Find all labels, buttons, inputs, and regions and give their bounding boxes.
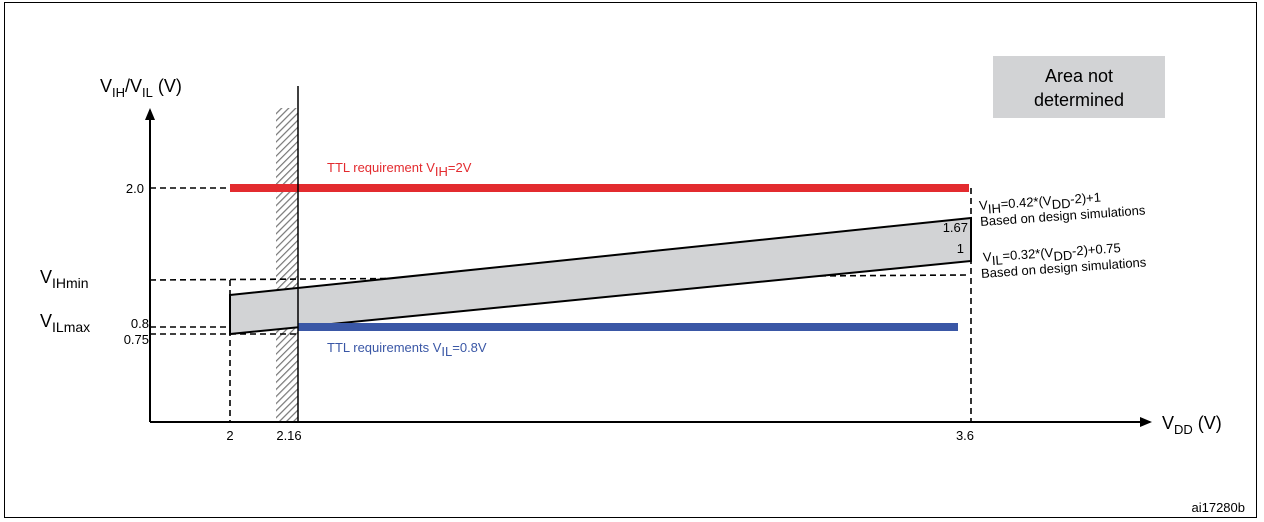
figure-id: ai17280b [1192, 500, 1246, 515]
vih-formula-text: VIH=0.42*(VDD-2)+1 [979, 190, 1102, 217]
undetermined-zone [276, 108, 298, 422]
ttl-vih-label: TTL requirement VIH=2V [327, 160, 472, 179]
x-tick-2-16: 2.16 [276, 428, 301, 443]
legend-line-2: determined [1034, 90, 1124, 110]
value-1: 1 [957, 241, 964, 256]
y-tick-0-8: 0.8 [131, 316, 149, 331]
vilmax-label: VILmax [40, 311, 90, 335]
ttl-vil-label: TTL requirements VIL=0.8V [327, 340, 487, 359]
vil-formula: VIL=0.32*(VDD-2)+0.75 Based on design si… [981, 240, 1148, 281]
design-band [229, 216, 972, 336]
y-tick-2-0: 2.0 [126, 181, 144, 196]
x-axis-label: VDD (V) [1162, 413, 1222, 437]
vih-formula: VIH=0.42*(VDD-2)+1 Based on design simul… [979, 190, 1147, 229]
legend-box [993, 56, 1165, 118]
figure-frame [4, 2, 1257, 518]
x-tick-2: 2 [226, 428, 233, 443]
vihmin-label: VIHmin [40, 267, 89, 291]
legend-line-1: Area not [1045, 66, 1113, 86]
y-axis-label: VIH/VIL (V) [100, 76, 182, 100]
x-tick-3-6: 3.6 [956, 428, 974, 443]
guide-vihmin [149, 274, 969, 281]
y-tick-0-75: 0.75 [124, 332, 149, 347]
value-1-67: 1.67 [943, 220, 968, 235]
vil-formula-text: VIL=0.32*(VDD-2)+0.75 [982, 240, 1121, 269]
